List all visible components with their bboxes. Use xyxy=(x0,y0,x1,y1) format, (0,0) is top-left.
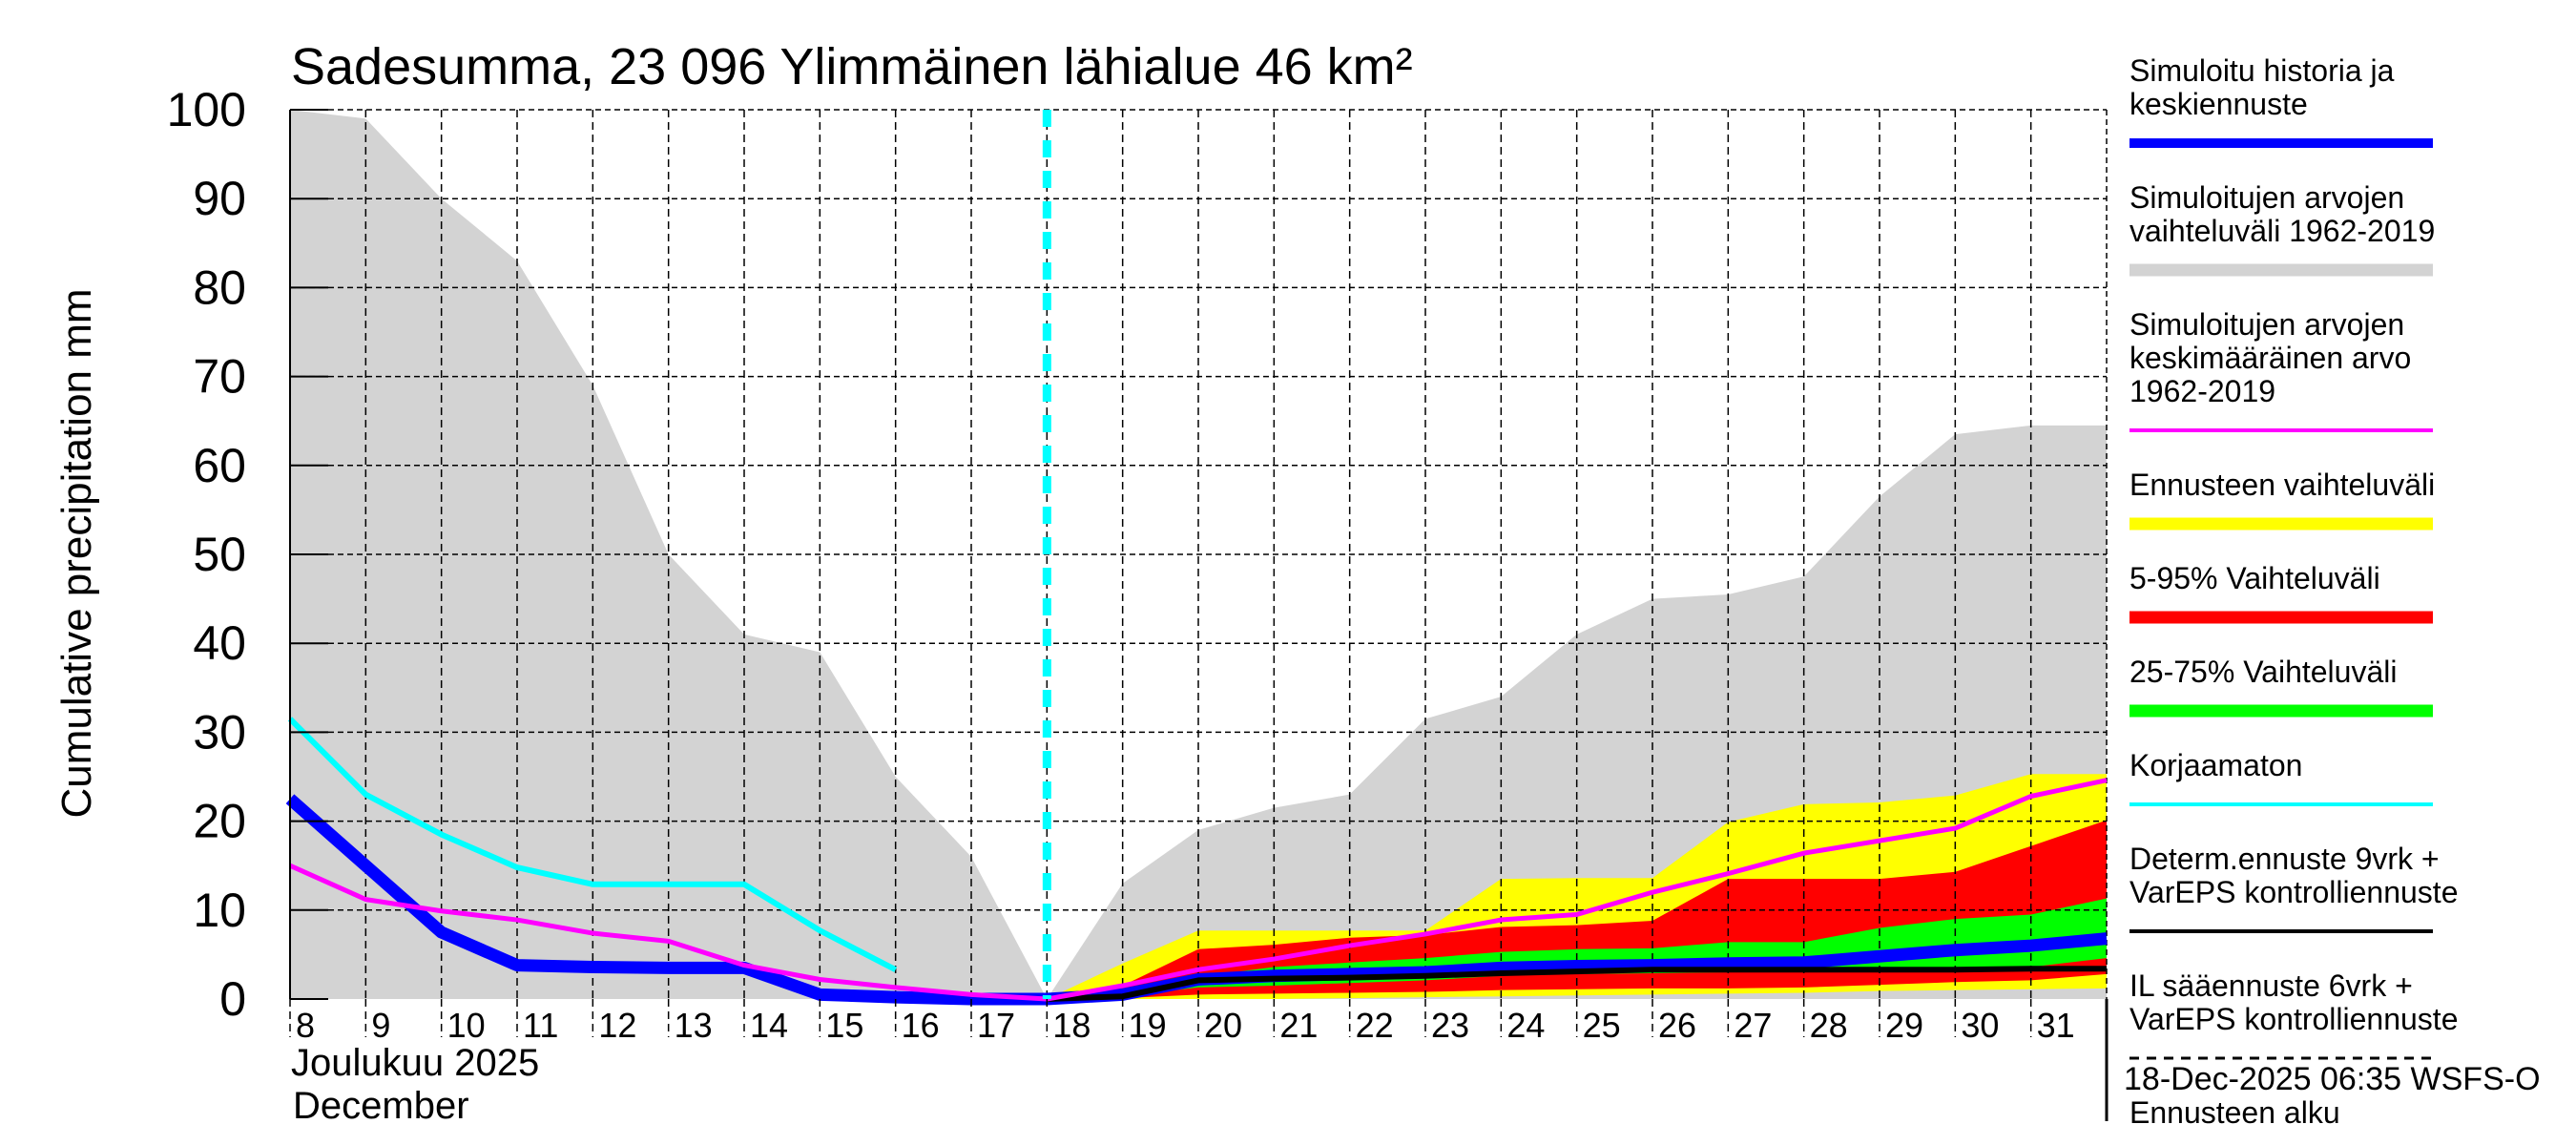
legend-label: Korjaamaton xyxy=(2129,748,2302,782)
historical-range-area xyxy=(290,110,2107,999)
y-axis-label: Cumulative precipitation mm xyxy=(53,288,100,818)
legend-item: 25-75% Vaihteluväli xyxy=(2129,655,2433,718)
legend-label: keskimääräinen arvo xyxy=(2129,341,2411,375)
grid xyxy=(290,109,2108,999)
y-tick-label: 70 xyxy=(193,350,246,404)
x-tick-label: 23 xyxy=(1431,1006,1469,1045)
x-tick-label: 28 xyxy=(1810,1006,1848,1045)
legend-label: keskiennuste xyxy=(2129,87,2308,121)
y-tick-label: 100 xyxy=(167,83,246,136)
legend-label: Simuloitujen arvojen xyxy=(2129,307,2404,342)
korjaamaton-line xyxy=(287,717,898,972)
x-tick-label: 10 xyxy=(447,1006,486,1045)
legend-item: Determ.ennuste 9vrk +VarEPS kontrollienn… xyxy=(2129,842,2458,933)
x-tick-label: 22 xyxy=(1356,1006,1394,1045)
x-tick-label: 19 xyxy=(1129,1006,1167,1045)
y-tick-label: 90 xyxy=(193,172,246,225)
footer-timestamp: 18-Dec-2025 06:35 WSFS-O xyxy=(2124,1061,2541,1097)
x-tick-label: 12 xyxy=(598,1006,636,1045)
legend-item: IL sääennuste 6vrk + VarEPS kontrollienn… xyxy=(2129,968,2458,1060)
y-tick-label: 60 xyxy=(193,439,246,492)
legend-label: Simuloitu historia ja xyxy=(2129,53,2395,88)
y-tick-label: 20 xyxy=(193,795,246,848)
legend-label: Ennusteen vaihteluväli xyxy=(2129,468,2435,502)
legend-label: Simuloitujen arvojen xyxy=(2129,180,2404,215)
deterministic-forecast-line xyxy=(1047,966,2107,1002)
x-tick-label: 16 xyxy=(902,1006,940,1045)
y-tick-label: 0 xyxy=(219,972,246,1026)
legend-label: Ennusteen alku xyxy=(2129,1095,2340,1130)
y-tick-label: 30 xyxy=(193,705,246,759)
x-tick-label: 15 xyxy=(825,1006,863,1045)
x-tick-label: 14 xyxy=(750,1006,788,1045)
x-axis-month-label: Joulukuu 2025 xyxy=(291,1042,539,1084)
legend-label: VarEPS kontrolliennuste xyxy=(2129,1002,2458,1036)
x-tick-label: 25 xyxy=(1583,1006,1621,1045)
chart-title: Sadesumma, 23 096 Ylimmäinen lähialue 46… xyxy=(291,38,1413,95)
legend-item: Ennusteen vaihteluväli xyxy=(2129,468,2435,531)
y-tick-label: 40 xyxy=(193,616,246,670)
legend: Simuloitu historia jakeskiennusteSimuloi… xyxy=(2129,53,2458,1130)
x-tick-label: 26 xyxy=(1658,1006,1696,1045)
legend-label: Determ.ennuste 9vrk + xyxy=(2129,842,2440,876)
x-tick-label: 18 xyxy=(1052,1006,1091,1045)
historical-mean-line xyxy=(288,778,2108,1002)
legend-label: 25-75% Vaihteluväli xyxy=(2129,655,2397,689)
legend-item: 5-95% Vaihteluväli xyxy=(2129,561,2433,624)
x-tick-label: 13 xyxy=(675,1006,713,1045)
x-tick-label: 27 xyxy=(1734,1006,1772,1045)
x-tick-label: 9 xyxy=(371,1006,390,1045)
legend-label: IL sääennuste 6vrk + xyxy=(2129,968,2413,1003)
legend-label: 5-95% Vaihteluväli xyxy=(2129,561,2380,595)
legend-item: Korjaamaton xyxy=(2129,748,2433,806)
y-tick-label: 50 xyxy=(193,528,246,581)
x-tick-label: 30 xyxy=(1961,1006,1999,1045)
x-tick-label: 29 xyxy=(1885,1006,1923,1045)
legend-label: vaihteluväli 1962-2019 xyxy=(2129,214,2435,248)
x-axis-month-label-en: December xyxy=(293,1085,469,1127)
y-axis: 0 10 20 30 40 50 60 70 80 90 100 xyxy=(167,83,328,1026)
plot-area xyxy=(285,109,2109,1121)
x-tick-label: 20 xyxy=(1204,1006,1242,1045)
y-tick-label: 10 xyxy=(193,884,246,937)
x-tick-label: 17 xyxy=(977,1006,1015,1045)
x-tick-label: 11 xyxy=(523,1006,558,1045)
x-tick-label: 8 xyxy=(296,1006,315,1045)
legend-item: Ennusteen alku xyxy=(2129,1095,2340,1130)
legend-label: VarEPS kontrolliennuste xyxy=(2129,875,2458,909)
legend-label: 1962-2019 xyxy=(2129,374,2275,408)
x-tick-label: 21 xyxy=(1279,1006,1318,1045)
y-tick-label: 80 xyxy=(193,260,246,314)
x-axis: 8 9 10 11 12 13 14 15 16 17 18 19 20 21 22 23 24 25 26 27 28… xyxy=(289,999,2075,1045)
x-tick-label: 24 xyxy=(1506,1006,1545,1045)
x-tick-label: 31 xyxy=(2037,1006,2075,1045)
